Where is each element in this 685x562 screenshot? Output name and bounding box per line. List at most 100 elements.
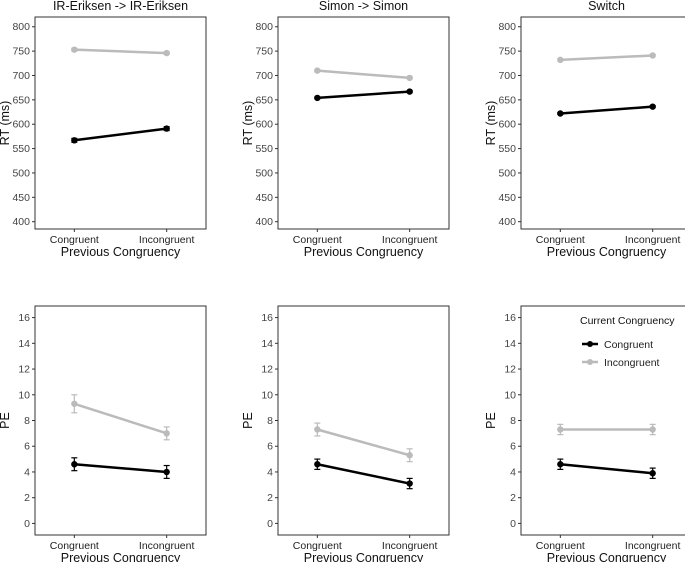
x-tick-label: Incongruent	[382, 234, 438, 246]
plot-frame	[34, 305, 207, 536]
series-line-0	[74, 127, 167, 142]
panel-1: IR-Eriksen -> IR-Eriksen 400 450 500 550 600 6…	[0, 0, 207, 259]
y-tick-label: 14	[504, 338, 516, 350]
data-point	[649, 470, 656, 477]
legend-label: Incongruent	[604, 357, 660, 369]
data-point	[557, 461, 564, 468]
y-tick-label: 12	[18, 364, 30, 376]
series-line-1	[317, 69, 410, 80]
panel-4: 0 2 4 6 8 10 12 14 16 Congruent IncongruentPreviou…	[0, 305, 207, 562]
series-line-0	[560, 462, 653, 475]
y-tick-label: 8	[24, 415, 30, 427]
plot-frame	[520, 305, 685, 536]
series-line-1	[560, 54, 653, 62]
y-tick-label: 550	[12, 143, 30, 155]
x-tick-label: Incongruent	[625, 234, 681, 246]
y-tick-label: 14	[18, 338, 30, 350]
x-axis-label: Previous Congruency	[547, 245, 667, 259]
y-tick-label: 800	[12, 21, 30, 33]
y-tick-label: 550	[498, 143, 516, 155]
data-point	[406, 452, 413, 459]
y-tick-label: 4	[510, 466, 516, 478]
y-tick-label: 16	[261, 312, 273, 324]
data-point	[557, 56, 564, 64]
data-point	[163, 125, 170, 132]
plot-frame	[520, 16, 685, 230]
data-point	[71, 137, 78, 144]
y-tick-label: 4	[24, 466, 30, 478]
y-tick-label: 650	[255, 94, 273, 106]
x-tick-label: Incongruent	[382, 540, 438, 552]
y-tick-label: 500	[255, 167, 273, 179]
y-tick-label: 800	[498, 21, 516, 33]
x-tick-label: Congruent	[50, 540, 99, 552]
y-tick-label: 750	[12, 46, 30, 58]
x-axis-label: Previous Congruency	[547, 551, 667, 562]
data-point	[557, 110, 564, 117]
data-point	[314, 461, 321, 468]
y-tick-label: 12	[261, 364, 273, 376]
legend-title: Current Congruency	[580, 315, 675, 327]
x-tick-label: Congruent	[536, 234, 585, 246]
plot-frame	[277, 305, 450, 536]
y-axis-label: PE	[484, 412, 498, 429]
y-tick-label: 550	[255, 143, 273, 155]
y-tick-label: 450	[255, 192, 273, 204]
y-tick-label: 6	[24, 441, 30, 453]
panel-5: 0 2 4 6 8 10 12 14 16 Congruent IncongruentPreviou…	[241, 305, 450, 562]
y-tick-label: 500	[12, 167, 30, 179]
data-point	[649, 426, 656, 433]
data-point	[649, 103, 656, 110]
series-line-0	[74, 462, 167, 474]
y-axis-label: RT (ms)	[484, 101, 498, 146]
y-tick-label: 650	[498, 94, 516, 106]
data-point	[314, 426, 321, 433]
plot-frame	[277, 16, 450, 230]
panel-2: Simon -> Simon 400 450 500 550 600 650 700 750 80…	[241, 0, 450, 259]
legend: Current Congruency Congruent Incongruent	[580, 315, 675, 369]
x-axis-label: Previous Congruency	[61, 245, 181, 259]
x-tick-label: Incongruent	[139, 540, 195, 552]
data-point	[71, 46, 78, 53]
y-tick-label: 2	[267, 492, 273, 504]
x-tick-label: Congruent	[536, 540, 585, 552]
panel-title: Switch	[588, 0, 625, 13]
data-point	[406, 480, 413, 487]
y-tick-label: 650	[12, 94, 30, 106]
y-tick-label: 10	[504, 389, 516, 401]
y-tick-label: 6	[510, 441, 516, 453]
y-axis-label: RT (ms)	[0, 101, 12, 146]
x-tick-label: Congruent	[50, 234, 99, 246]
data-point	[71, 461, 78, 468]
y-tick-label: 400	[255, 216, 273, 228]
series-line-1	[73, 402, 168, 435]
panel-3: Switch 400 450 500 550 600 650 700 750 800 Congrue…	[484, 0, 685, 259]
legend-marker	[587, 359, 593, 365]
y-tick-label: 4	[267, 466, 273, 478]
series-line-1	[316, 428, 411, 457]
y-tick-label: 6	[267, 441, 273, 453]
data-point	[163, 49, 170, 57]
x-tick-label: Congruent	[293, 234, 342, 246]
y-tick-label: 16	[18, 312, 30, 324]
data-point	[649, 52, 656, 59]
y-tick-label: 700	[498, 70, 516, 82]
data-point	[406, 74, 413, 82]
y-tick-label: 750	[255, 46, 273, 58]
y-tick-label: 0	[510, 518, 516, 530]
y-axis-label: RT (ms)	[241, 101, 255, 146]
y-tick-label: 8	[510, 415, 516, 427]
y-tick-label: 450	[498, 192, 516, 204]
x-tick-label: Incongruent	[625, 540, 681, 552]
y-axis-label: PE	[241, 412, 255, 429]
data-point	[314, 67, 321, 74]
y-axis-label: PE	[0, 412, 12, 429]
x-axis-label: Previous Congruency	[304, 245, 424, 259]
y-tick-label: 14	[261, 338, 273, 350]
y-tick-label: 600	[12, 119, 30, 131]
legend-marker	[587, 341, 593, 347]
y-tick-label: 0	[24, 518, 30, 530]
data-point	[314, 94, 321, 102]
